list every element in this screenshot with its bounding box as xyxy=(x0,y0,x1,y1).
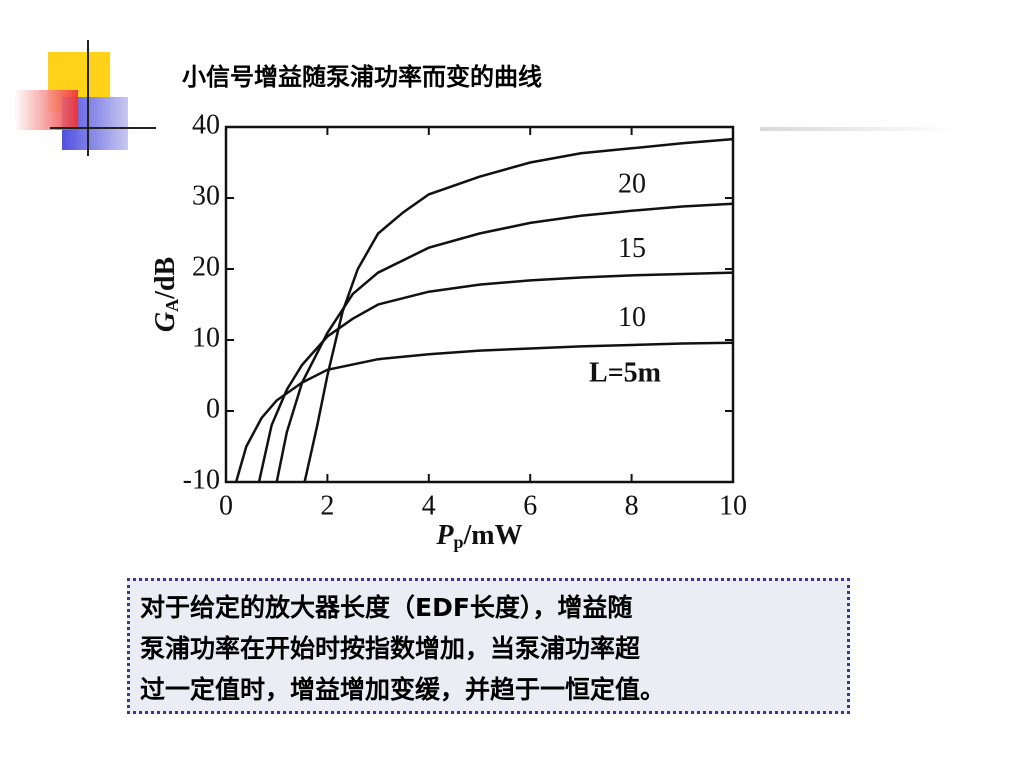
y-tick-label: 20 xyxy=(192,251,220,282)
x-tick-label: 0 xyxy=(219,490,233,521)
curve xyxy=(234,341,734,483)
y-tick-label: 30 xyxy=(192,180,220,211)
curve xyxy=(303,137,734,483)
curve-label: L=5m xyxy=(589,357,661,388)
y-tick-label: 10 xyxy=(192,322,220,353)
note-box: 对于给定的放大器长度（EDF长度），增益随 泵浦功率在开始时按指数增加，当泵浦功率… xyxy=(127,578,850,714)
x-tick-label: 10 xyxy=(719,490,747,521)
curve-label: 20 xyxy=(618,168,646,199)
curve xyxy=(257,271,734,483)
deco-rule xyxy=(760,127,960,131)
title: 小信号增益随泵浦功率而变的曲线 xyxy=(182,63,542,91)
note-line: 对于给定的放大器长度（EDF长度），增益随 xyxy=(140,593,633,622)
y-axis-label-part: /dB xyxy=(150,257,181,300)
y-axis-label-part: A xyxy=(162,299,182,312)
curve-label: 10 xyxy=(618,302,646,333)
x-tick-label: 6 xyxy=(523,490,537,521)
y-axis-label: GA/dB xyxy=(150,257,182,332)
note-line: 过一定值时，增益增加变缓，并趋于一恒定值。 xyxy=(140,675,666,704)
curve-label: 15 xyxy=(618,233,646,264)
x-tick-label: 8 xyxy=(625,490,639,521)
y-axis-label-part: G xyxy=(150,312,181,332)
x-tick-label: 2 xyxy=(320,490,334,521)
plot-frame xyxy=(224,125,735,484)
y-tick-label: -10 xyxy=(183,464,220,495)
x-axis-label-part: p xyxy=(453,532,463,552)
y-tick-label: 40 xyxy=(192,109,220,140)
y-tick-label: 0 xyxy=(206,393,220,424)
note-line: 泵浦功率在开始时按指数增加，当泵浦功率超 xyxy=(140,634,641,663)
x-axis-label: Pp/mW xyxy=(435,520,522,552)
x-tick-label: 4 xyxy=(422,490,436,521)
x-axis-label-part: /mW xyxy=(463,520,523,551)
deco-red xyxy=(14,90,78,130)
x-axis-label-part: P xyxy=(435,520,454,551)
